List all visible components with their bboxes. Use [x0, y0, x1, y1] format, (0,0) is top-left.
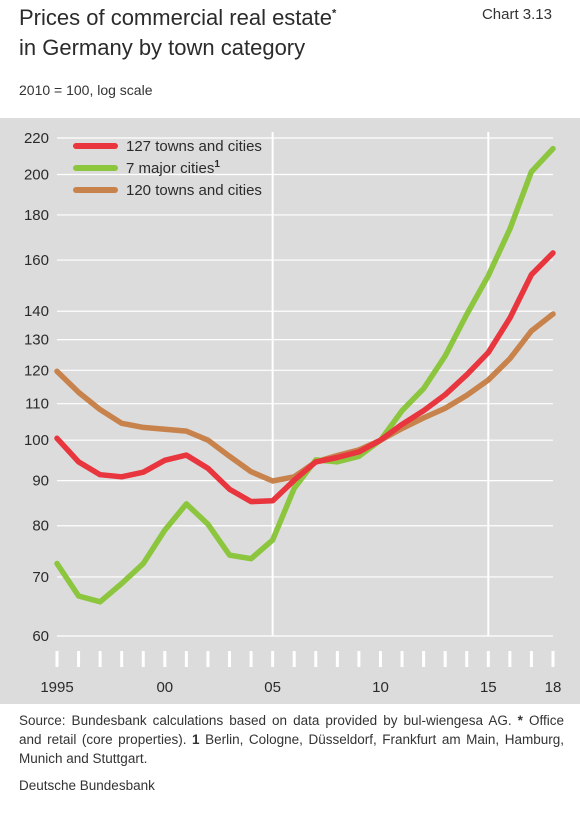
- y-tick-label-120: 120: [24, 362, 49, 379]
- y-tick-label-200: 200: [24, 167, 49, 184]
- y-tick-label-80: 80: [32, 518, 49, 535]
- legend-footnote-marker: 1: [214, 159, 220, 170]
- note-marker: *: [517, 713, 523, 728]
- y-tick-label-110: 110: [25, 396, 49, 413]
- y-tick-label-220: 220: [24, 130, 49, 147]
- series-line-127-towns-and-cities: [54, 250, 556, 505]
- title-footnote-marker: *: [332, 7, 337, 20]
- y-tick-label-180: 180: [24, 207, 49, 224]
- x-tick-label-10: 10: [372, 679, 389, 696]
- publisher: Deutsche Bundesbank: [19, 778, 155, 793]
- title-line-2: in Germany by town category: [19, 35, 306, 60]
- y-tick-label-60: 60: [32, 628, 49, 645]
- y-tick-label-140: 140: [24, 303, 49, 320]
- x-tick-label-15: 15: [480, 679, 497, 696]
- legend-label-120-towns-and-cities: 120 towns and cities: [126, 182, 262, 199]
- chart-title: Prices of commercial real estate* in Germ…: [19, 3, 489, 63]
- x-tick-label-1995: 1995: [40, 679, 73, 696]
- chart-footer: Source: Bundesbank calculations based on…: [19, 711, 564, 795]
- legend-label-127-towns-and-cities: 127 towns and cities: [126, 138, 262, 155]
- footnote-marker: 1: [192, 732, 200, 747]
- x-tick-label-00: 00: [156, 679, 173, 696]
- footnote-text: Berlin, Cologne, Düsseldorf, Frankfurt a…: [19, 732, 564, 766]
- source-text: Source: Bundesbank calculations based on…: [19, 713, 512, 728]
- chart-header: Prices of commercial real estate* in Germ…: [0, 0, 580, 118]
- series-line-7-major-cities: [54, 145, 556, 605]
- x-tick-label-05: 05: [264, 679, 281, 696]
- y-tick-label-130: 130: [24, 332, 49, 349]
- legend-label-7-major-cities: 7 major cities1: [126, 159, 220, 177]
- y-tick-label-100: 100: [24, 432, 49, 449]
- y-tick-label-70: 70: [32, 569, 49, 586]
- y-tick-label-90: 90: [32, 473, 49, 490]
- chart-subtitle: 2010 = 100, log scale: [19, 82, 153, 98]
- y-tick-label-160: 160: [24, 252, 49, 269]
- chart-panel: 60 70 80 90 100 110 120 130 140 160 180 200 220 1995 0…: [0, 118, 580, 704]
- chart-number: Chart 3.13: [481, 6, 552, 23]
- note-text: Office and retail (core properties).: [19, 713, 564, 747]
- source-note: Source: Bundesbank calculations based on…: [19, 711, 564, 768]
- x-tick-label-18: 18: [545, 679, 562, 696]
- title-line-1: Prices of commercial real estate: [19, 5, 332, 30]
